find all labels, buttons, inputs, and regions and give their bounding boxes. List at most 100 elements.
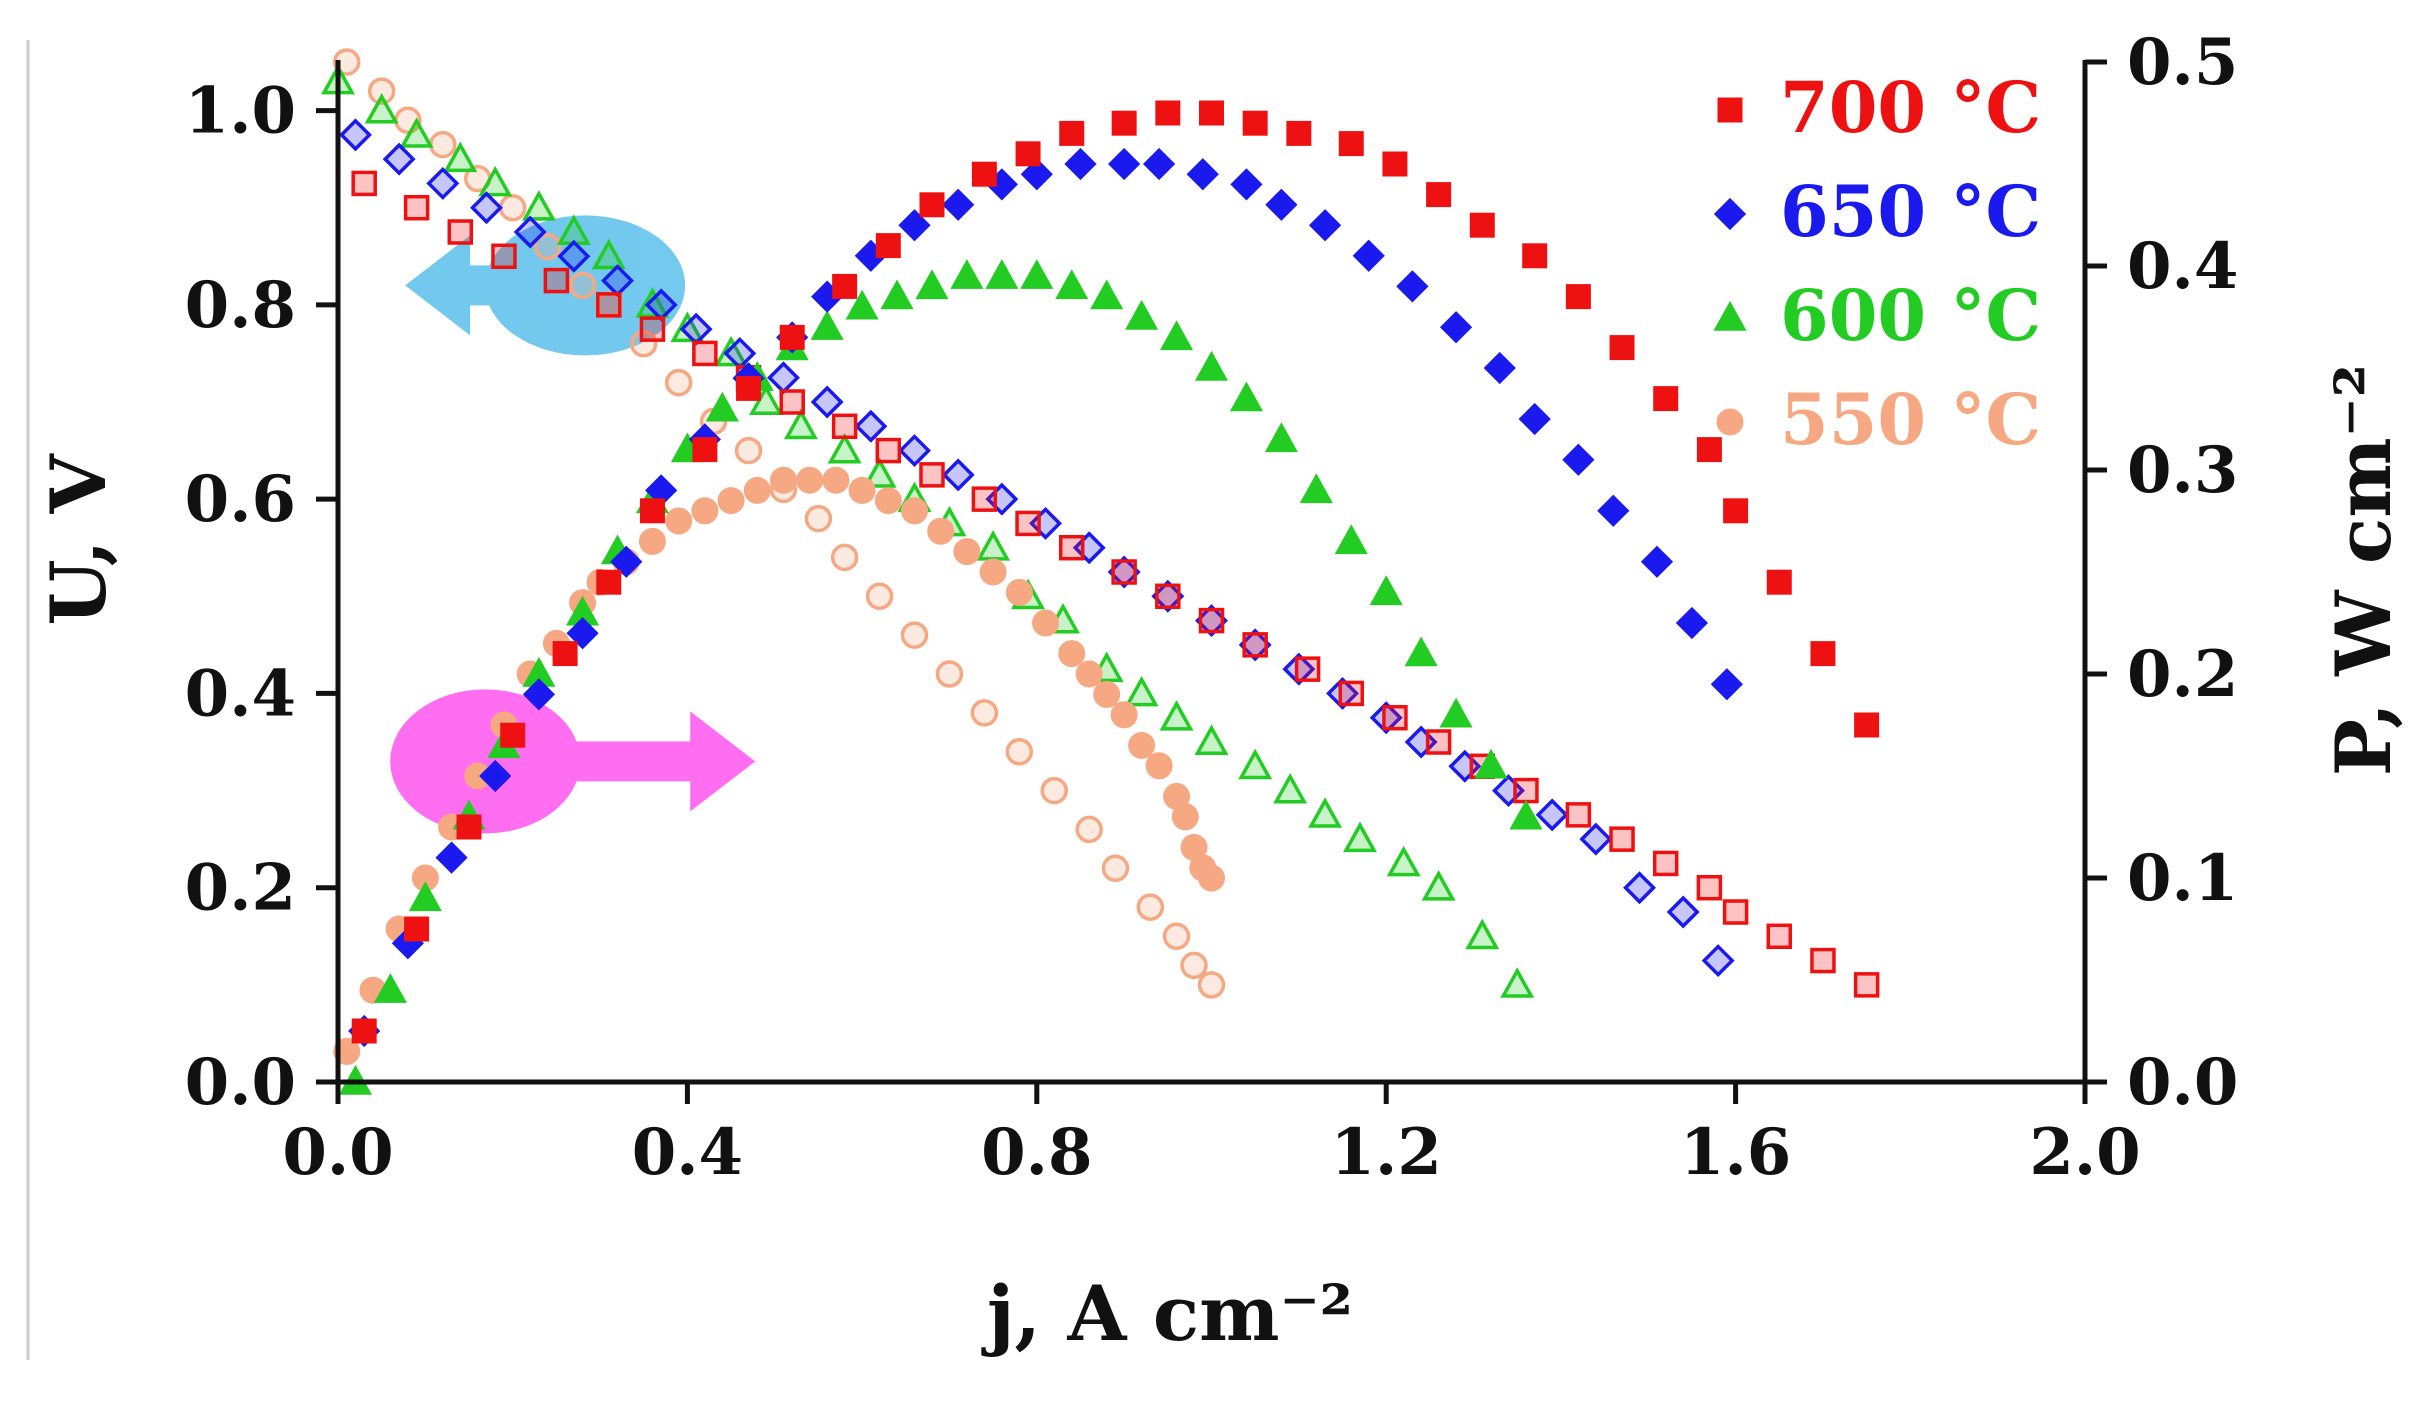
power-point-700c — [692, 437, 718, 463]
left-y-tick-label: 0.6 — [185, 462, 296, 537]
power-point-650c — [479, 759, 512, 793]
power-point-550c — [665, 507, 693, 535]
power-point-550c — [1005, 578, 1033, 606]
voltage-point-550c — [1075, 815, 1103, 844]
voltage-point-700c — [1294, 656, 1321, 682]
legend-marker-550c — [1716, 408, 1744, 436]
right-y-tick-label: 0.3 — [2127, 433, 2238, 508]
power-axis-arrow-head — [535, 711, 756, 812]
voltage-point-600c — [1421, 870, 1456, 901]
voltage-point-700c — [1652, 850, 1679, 877]
voltage-point-700c — [403, 194, 430, 221]
power-point-550c — [638, 527, 666, 555]
power-point-600c — [1020, 259, 1054, 289]
voltage-point-550c — [1162, 922, 1191, 951]
power-point-600c — [1404, 636, 1438, 667]
power-point-700c — [1522, 243, 1548, 269]
power-point-600c — [950, 259, 984, 289]
power-point-700c — [971, 161, 997, 187]
power-point-650c — [1597, 494, 1630, 527]
power-point-700c — [1565, 284, 1591, 310]
power-point-700c — [351, 1018, 377, 1044]
voltage-point-600c — [1343, 821, 1377, 853]
power-point-700c — [1242, 110, 1268, 136]
power-axis-arrow — [390, 689, 756, 834]
power-point-600c — [1334, 524, 1368, 555]
power-point-550c — [848, 476, 876, 504]
voltage-point-600c — [1500, 967, 1535, 998]
power-point-600c — [1439, 697, 1473, 728]
legend-marker-700c — [1717, 97, 1743, 123]
power-point-700c — [500, 722, 526, 748]
voltage-point-650c — [382, 142, 416, 176]
power-point-650c — [1483, 351, 1516, 385]
power-point-650c — [610, 545, 643, 578]
power-point-600c — [845, 289, 879, 320]
power-point-550c — [927, 517, 955, 545]
voltage-markers — [321, 48, 1880, 999]
power-point-550c — [901, 497, 929, 525]
voltage-point-700c — [1722, 899, 1749, 925]
power-point-650c — [1186, 158, 1219, 191]
power-point-700c — [832, 273, 858, 299]
x-tick-label: 1.2 — [1331, 1115, 1442, 1190]
power-point-600c — [1194, 350, 1229, 381]
voltage-point-600c — [1194, 724, 1229, 755]
power-point-650c — [1562, 443, 1595, 476]
right-y-tick-label: 0.5 — [2127, 25, 2238, 100]
power-point-550c — [1110, 701, 1138, 729]
voltage-point-700c — [543, 267, 570, 294]
voltage-point-650c — [1579, 822, 1613, 856]
power-point-600c — [810, 310, 844, 340]
legend-marker-600c — [1713, 300, 1747, 331]
power-point-700c — [736, 375, 762, 401]
voltage-point-550c — [900, 621, 929, 649]
legend-marker-650c — [1713, 197, 1747, 231]
power-point-550c — [1032, 609, 1060, 637]
power-point-700c — [779, 324, 805, 350]
power-point-700c — [1810, 641, 1836, 667]
legend-label-700c: 700 °C — [1780, 66, 2041, 149]
power-point-550c — [691, 497, 719, 525]
voltage-point-700c — [596, 292, 622, 318]
voltage-point-600c — [783, 408, 818, 440]
voltage-point-700c — [639, 316, 666, 342]
voltage-point-600c — [1308, 797, 1343, 828]
power-point-600c — [1509, 799, 1543, 830]
power-point-700c — [1653, 386, 1679, 412]
voltage-point-650c — [1369, 701, 1403, 735]
voltage-point-650c — [338, 118, 372, 152]
power-point-550c — [953, 538, 981, 566]
voltage-point-550c — [568, 271, 597, 300]
voltage-point-700c — [692, 340, 718, 367]
right-y-tick-label: 0.0 — [2127, 1045, 2238, 1120]
power-point-700c — [1111, 110, 1137, 136]
voltage-point-600c — [364, 92, 399, 124]
power-point-700c — [1766, 569, 1792, 595]
power-point-600c — [373, 973, 407, 1003]
voltage-point-550c — [935, 660, 964, 688]
voltage-point-550c — [804, 504, 833, 533]
voltage-point-550c — [865, 582, 894, 611]
x-tick-label: 2.0 — [2029, 1115, 2140, 1190]
power-point-700c — [1469, 212, 1495, 238]
voltage-point-700c — [1155, 583, 1181, 610]
right-y-tick-label: 0.2 — [2127, 637, 2238, 712]
voltage-point-650c — [1623, 871, 1656, 905]
left-y-tick-label: 0.8 — [185, 268, 296, 343]
voltage-point-650c — [557, 239, 591, 273]
power-point-650c — [1396, 270, 1429, 303]
power-point-650c — [1064, 147, 1097, 181]
power-point-650c — [1675, 606, 1709, 640]
power-point-700c — [1199, 100, 1224, 126]
left-y-tick-label: 0.0 — [185, 1045, 296, 1120]
voltage-point-700c — [919, 462, 945, 488]
voltage-point-700c — [1382, 704, 1408, 731]
power-point-700c — [919, 192, 945, 218]
legend-label-650c: 650 °C — [1780, 170, 2041, 253]
voltage-point-650c — [513, 215, 547, 249]
voltage-point-650c — [1701, 944, 1735, 978]
power-point-600c — [1055, 269, 1089, 300]
